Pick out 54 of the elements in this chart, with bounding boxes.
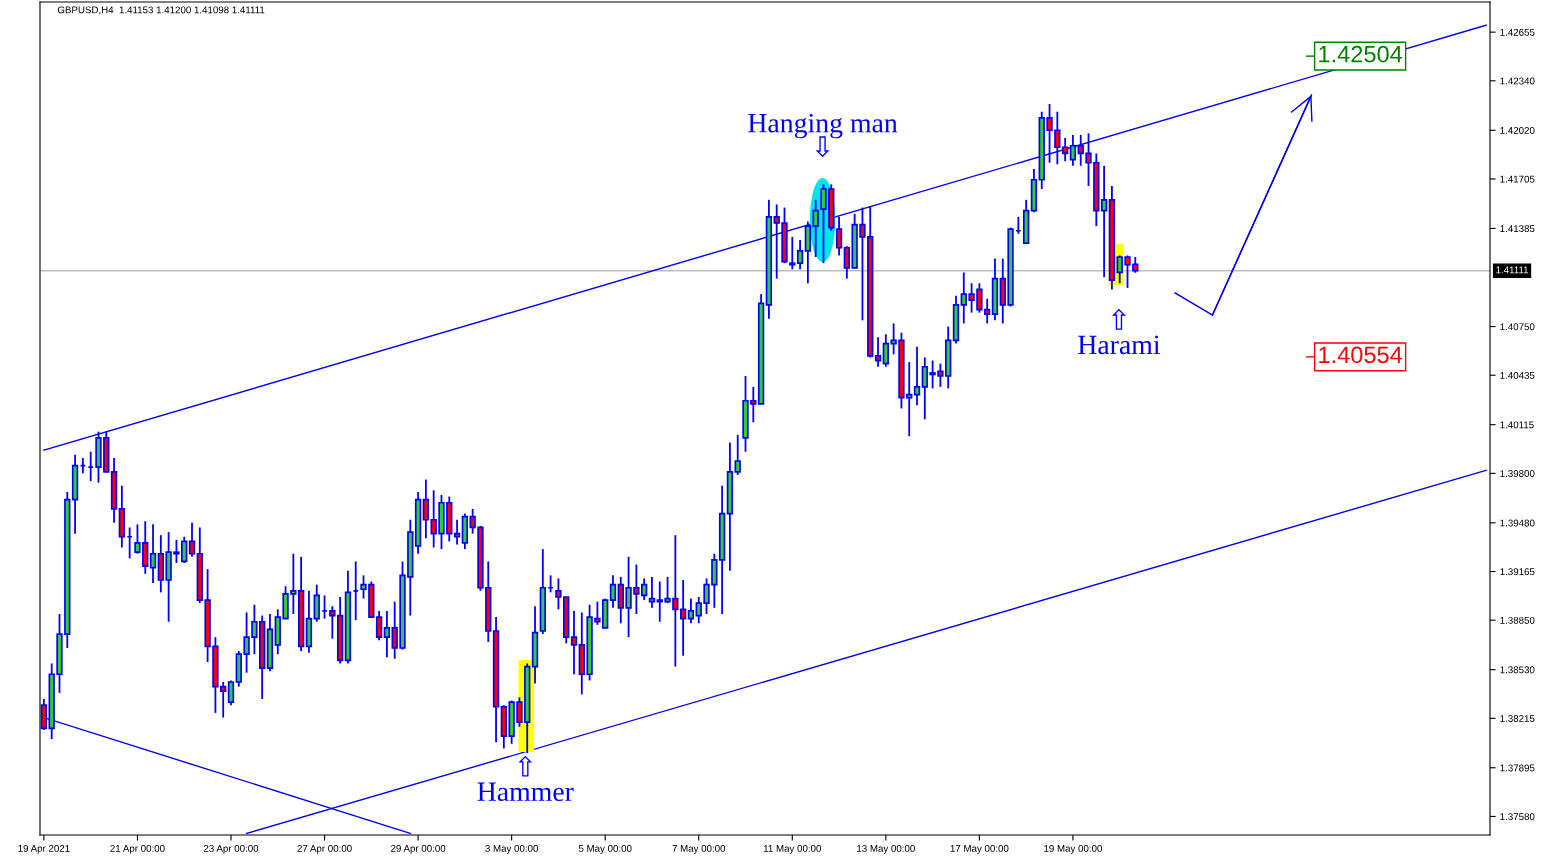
chart-title: GBPUSD,H4 1.41153 1.41200 1.41098 1.41111	[57, 6, 265, 15]
y-tick-label: 1.41705	[1500, 175, 1535, 183]
y-tick-label: 1.39165	[1500, 568, 1535, 576]
annotation: 1.42504	[1319, 45, 1403, 63]
x-tick-label: 3 May 00:00	[485, 844, 539, 854]
x-tick-label: 23 Apr 00:00	[203, 844, 259, 854]
y-tick-label: 1.42655	[1500, 28, 1535, 36]
y-tick-label: 1.40435	[1500, 371, 1535, 379]
candlestick	[383, 610, 391, 659]
candlestick	[570, 610, 578, 676]
annotation: Hanging man ⇩	[748, 113, 898, 158]
x-tick-label: 17 May 00:00	[950, 844, 1009, 854]
y-tick-label: 1.38850	[1500, 616, 1535, 624]
y-tick-label: 1.42020	[1500, 127, 1535, 134]
candlestick	[422, 478, 430, 540]
x-tick-label: 13 May 00:00	[857, 844, 915, 854]
ref-line-label: 1.41111	[1496, 266, 1529, 274]
candlestick	[375, 610, 383, 642]
candlestick	[913, 345, 921, 407]
candlestick	[227, 679, 235, 707]
y-tick-label: 1.37895	[1500, 764, 1535, 772]
candlestick	[687, 597, 695, 625]
candlestick	[874, 336, 882, 368]
candlestick	[1069, 134, 1077, 167]
y-tick-label: 1.38215	[1500, 715, 1535, 722]
y-tick-label: 1.39800	[1500, 470, 1535, 477]
x-tick-label: 27 Apr 00:00	[297, 844, 352, 854]
candlestick	[149, 523, 157, 584]
candlestick	[796, 239, 804, 271]
candlestick	[789, 236, 796, 271]
x-tick-label: 21 Apr 00:00	[110, 844, 165, 854]
annotation: ⇧ Hammer	[477, 755, 574, 802]
y-tick-label: 1.40750	[1500, 323, 1535, 331]
x-tick-label: 29 Apr 00:00	[391, 844, 446, 854]
candlestick	[188, 521, 196, 558]
y-tick-label: 1.40115	[1500, 421, 1534, 429]
y-tick-label: 1.38530	[1500, 666, 1535, 674]
candlestick	[1100, 164, 1108, 278]
y-tick-label: 1.39480	[1500, 519, 1535, 527]
x-tick-label: 5 May 00:00	[578, 844, 632, 854]
candlestick	[734, 433, 741, 476]
candlestick	[453, 518, 461, 546]
y-tick-label: 1.37580	[1500, 813, 1535, 821]
x-tick-label: 19 Apr 2021	[18, 844, 70, 854]
x-tick-label: 11 May 00:00	[763, 844, 821, 854]
x-tick-label: 7 May 00:00	[672, 844, 726, 854]
candlestick	[313, 583, 320, 623]
candlestick	[609, 574, 617, 609]
y-tick-label: 1.41385	[1500, 225, 1535, 233]
y-tick-label: 1.42340	[1500, 77, 1535, 85]
annotation: ⇧ Harami	[1078, 308, 1161, 355]
annotation: 1.40554	[1319, 346, 1403, 364]
candlestick	[835, 215, 843, 257]
x-tick-label: 19 May 00:00	[1044, 844, 1103, 854]
